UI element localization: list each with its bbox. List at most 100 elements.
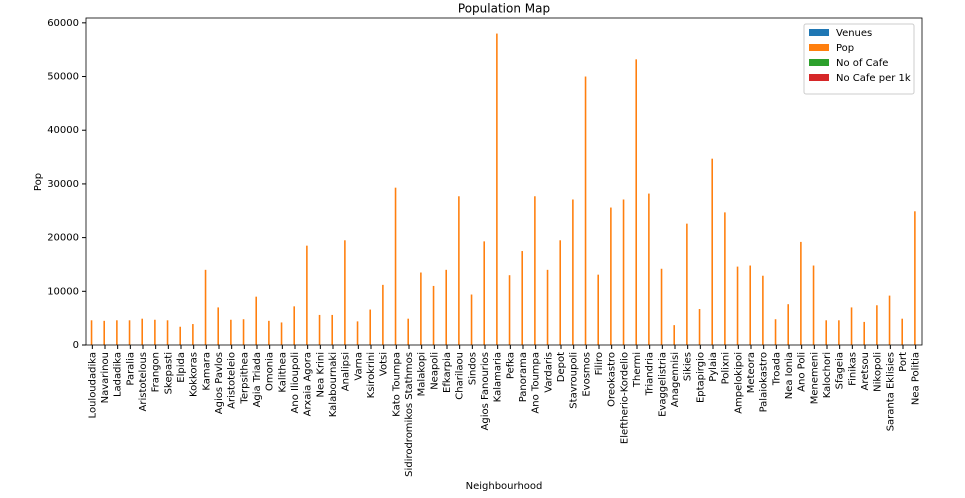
bar — [496, 33, 498, 345]
bar — [280, 322, 283, 345]
x-tick-label: Meteora — [746, 352, 757, 393]
bar — [344, 240, 346, 345]
bar — [635, 59, 637, 346]
bar — [331, 314, 333, 345]
bar — [825, 320, 827, 345]
bar — [242, 319, 245, 345]
bar — [420, 272, 422, 345]
bar — [179, 326, 181, 345]
x-tick-label: Oreokastro — [607, 352, 618, 407]
x-tick-label: Palaiokastro — [759, 352, 770, 412]
bar — [597, 274, 599, 345]
bar — [128, 320, 131, 345]
x-tick-label: Navarinou — [100, 352, 111, 403]
x-tick-label: Kalithea — [277, 352, 288, 393]
bar — [293, 306, 295, 345]
x-tick-label: Kokkoras — [189, 352, 200, 397]
y-tick-label: 60000 — [47, 18, 79, 29]
x-tick-label: Aristoteleio — [227, 352, 238, 409]
x-tick-label: Kalochori — [822, 352, 833, 398]
x-tick-label: Saranta Eklisies — [885, 352, 896, 431]
bar — [369, 309, 371, 345]
legend-label: No Cafe per 1k — [836, 73, 911, 84]
bar — [141, 318, 143, 345]
x-tick-label: Nea Politia — [911, 352, 922, 405]
x-tick-label: Menemeni — [809, 352, 820, 404]
x-tick-label: Ksirokrini — [366, 352, 377, 398]
x-tick-label: Pylaia — [708, 352, 719, 382]
bar — [572, 199, 574, 345]
bar — [838, 320, 840, 345]
x-tick-label: Evaggelistria — [657, 352, 668, 417]
bar — [268, 320, 270, 345]
x-tick-label: Depot — [556, 352, 567, 382]
bar — [103, 320, 105, 345]
bar — [521, 251, 523, 345]
bar — [648, 193, 650, 345]
y-tick-label: 40000 — [47, 125, 79, 136]
bar — [432, 285, 435, 345]
bar — [470, 294, 473, 345]
bar — [762, 275, 764, 345]
bar — [407, 318, 409, 345]
bar — [711, 158, 713, 345]
y-tick-label: 30000 — [47, 179, 79, 190]
x-tick-label: Agia Triada — [252, 352, 263, 407]
x-tick-label: Aretsou — [860, 352, 871, 390]
bar — [546, 269, 549, 345]
bar — [534, 196, 536, 345]
x-tick-label: Paralia — [125, 352, 136, 386]
legend-box — [803, 23, 915, 95]
x-tick-label: Kato Toumpa — [391, 352, 402, 417]
x-tick-label: Ano Ilioupoli — [290, 352, 301, 413]
bar — [445, 269, 447, 345]
x-tick-label: Arxaia Agora — [303, 352, 314, 416]
x-tick-label: Kamara — [201, 352, 212, 391]
bar — [888, 295, 891, 345]
bar — [749, 265, 751, 345]
bar — [306, 245, 308, 345]
bar — [90, 320, 93, 345]
legend-label: Pop — [836, 43, 854, 54]
bar — [812, 265, 815, 345]
bar — [610, 207, 612, 345]
x-tick-label: Skepasti — [163, 352, 174, 394]
x-tick-label: Finikas — [847, 352, 858, 386]
x-tick-label: Evosmos — [581, 352, 592, 397]
x-tick-label: Louloudadika — [87, 352, 98, 418]
x-tick-label: Sidirodromikos Stathmos — [404, 352, 415, 477]
legend-swatch — [809, 29, 829, 36]
bar — [850, 307, 853, 345]
bar — [483, 241, 485, 345]
chart-title: Population Map — [458, 2, 550, 16]
x-tick-label: Triandria — [645, 352, 656, 396]
x-tick-label: Filiro — [594, 352, 605, 375]
bar — [382, 284, 384, 345]
x-tick-label: Port — [898, 352, 909, 372]
bar — [255, 296, 257, 345]
x-tick-label: Thermi — [632, 352, 643, 388]
x-tick-label: Anagennisi — [670, 352, 681, 407]
bar — [116, 320, 118, 345]
x-tick-label: Neapoli — [429, 352, 440, 390]
bar — [698, 309, 701, 345]
bar — [686, 223, 688, 345]
bar — [901, 318, 903, 345]
bar — [192, 324, 194, 345]
bar — [787, 304, 789, 345]
x-tick-label: Kalabournaki — [328, 352, 339, 417]
x-tick-label: Panorama — [518, 352, 529, 402]
x-tick-label: Votsi — [379, 352, 390, 376]
x-tick-label: Sindos — [467, 352, 478, 385]
x-tick-label: Agios Fanourios — [480, 352, 491, 430]
legend-swatch — [809, 44, 829, 51]
bar — [774, 319, 777, 345]
x-tick-label: Troada — [771, 352, 782, 386]
bar — [217, 307, 219, 345]
x-tick-label: Nikopoli — [873, 352, 884, 392]
x-tick-label: Malakopi — [417, 352, 428, 396]
x-tick-label: Charilaou — [455, 352, 466, 400]
y-axis-label: Pop — [33, 173, 44, 191]
x-tick-label: Efkarpia — [442, 352, 453, 393]
legend-swatch — [809, 59, 829, 66]
